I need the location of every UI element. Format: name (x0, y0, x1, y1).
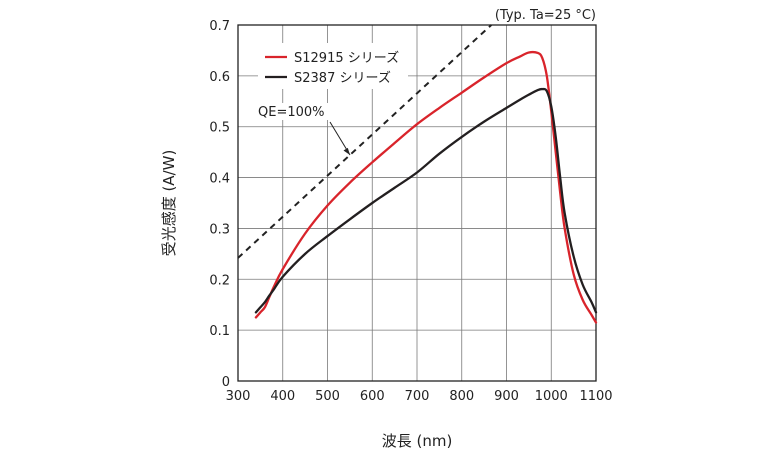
y-tick-label: 0.5 (209, 121, 230, 136)
x-tick-label: 1100 (579, 389, 612, 404)
y-tick-label: 0.4 (209, 172, 230, 187)
x-tick-label: 500 (315, 389, 340, 404)
y-tick-label: 0 (222, 375, 230, 390)
plot-frame (237, 24, 597, 382)
y-tick-label: 0.1 (209, 324, 230, 339)
x-tick-label: 600 (360, 389, 385, 404)
qe-100-percent-line (237, 24, 492, 259)
y-axis-title: 受光感度 (A/W) (160, 150, 178, 257)
x-tick-label: 700 (405, 389, 430, 404)
tick-labels: 300 400 500 600 700 800 900 1000 1100 0 0.1 0.2 0.3 0… (209, 19, 612, 404)
series-layer (237, 24, 598, 324)
x-tick-label: 300 (226, 389, 251, 404)
s12915-series-line (254, 50, 598, 324)
x-tick-label: 400 (270, 389, 295, 404)
qe-annotation: QE=100% (255, 103, 351, 156)
x-tick-label: 900 (494, 389, 519, 404)
legend-label-s12915: S12915 シリーズ (294, 50, 399, 66)
y-tick-label: 0.6 (209, 70, 230, 85)
legend-background (258, 43, 408, 89)
y-tick-label: 0.7 (209, 19, 230, 34)
x-tick-label: 800 (449, 389, 474, 404)
x-axis-title: 波長 (nm) (382, 432, 453, 450)
legend-label-s2387: S2387 シリーズ (294, 70, 391, 86)
y-tick-label: 0.3 (209, 222, 230, 237)
s2387-series-line (254, 87, 598, 314)
typ-condition-note: (Typ. Ta=25 °C) (495, 8, 596, 23)
qe-label-background (255, 103, 329, 120)
qe-label: QE=100% (258, 105, 325, 120)
y-tick-label: 0.2 (209, 273, 230, 288)
qe-leader-arrowhead (343, 147, 350, 155)
legend: S12915 シリーズ S2387 シリーズ (258, 43, 408, 89)
x-tick-label: 1000 (535, 389, 568, 404)
